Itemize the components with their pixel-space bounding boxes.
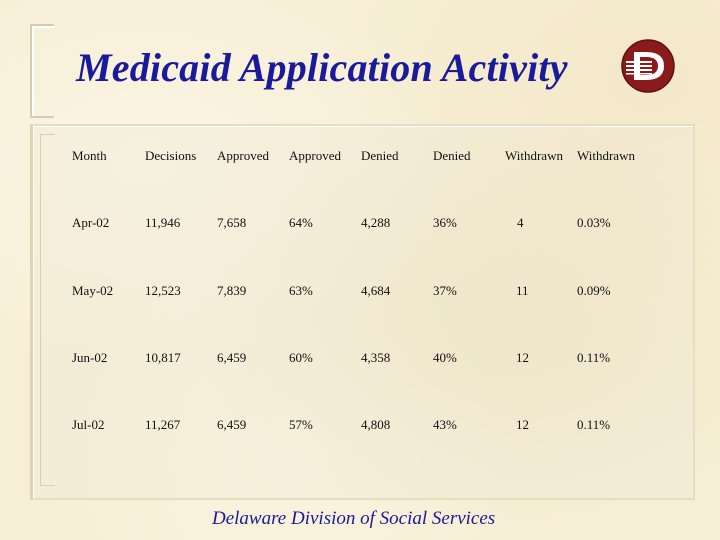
dss-logo-icon [621, 39, 675, 93]
header-withdrawn-pct: Withdrawn [577, 148, 635, 163]
cell-month: Apr-02 [72, 215, 110, 230]
cell-decisions: 12,523 [145, 283, 181, 298]
header-approved: Approved [217, 148, 269, 163]
cell-denied: 4,288 [361, 215, 391, 230]
cell-denied-pct: 43% [433, 417, 457, 432]
cell-denied-pct: 37% [433, 283, 457, 298]
cell-approved: 6,459 [217, 350, 247, 365]
cell-approved: 7,658 [217, 215, 247, 230]
cell-approved-pct: 64% [289, 215, 313, 230]
cell-withdrawn: 12 [516, 350, 529, 365]
cell-month: Jul-02 [72, 417, 105, 432]
cell-withdrawn-pct: 0.09% [577, 283, 611, 298]
cell-approved-pct: 63% [289, 283, 313, 298]
table-bracket-decoration [40, 134, 55, 486]
header-denied-pct: Denied [433, 148, 471, 163]
cell-withdrawn: 12 [516, 417, 529, 432]
cell-decisions: 10,817 [145, 350, 181, 365]
cell-denied-pct: 36% [433, 215, 457, 230]
table-panel [30, 124, 695, 500]
cell-withdrawn: 4 [517, 215, 524, 230]
slide-title: Medicaid Application Activity [76, 45, 568, 90]
header-month: Month [72, 148, 107, 163]
cell-withdrawn-pct: 0.11% [577, 350, 611, 365]
cell-approved: 7,839 [217, 283, 247, 298]
cell-decisions: 11,267 [145, 417, 181, 432]
cell-month: Jun-02 [72, 350, 108, 365]
title-bracket-decoration [30, 24, 54, 118]
cell-denied: 4,808 [361, 417, 391, 432]
cell-month: May-02 [72, 283, 114, 298]
header-decisions: Decisions [145, 148, 197, 163]
cell-approved-pct: 57% [289, 417, 313, 432]
cell-decisions: 11,946 [145, 215, 181, 230]
cell-denied: 4,684 [361, 283, 391, 298]
cell-withdrawn: 11 [516, 283, 529, 298]
cell-denied-pct: 40% [433, 350, 457, 365]
footer-agency-name: Delaware Division of Social Services [212, 508, 496, 529]
cell-withdrawn-pct: 0.03% [577, 215, 611, 230]
header-approved-pct: Approved [289, 148, 341, 163]
cell-denied: 4,358 [361, 350, 391, 365]
cell-approved: 6,459 [217, 417, 247, 432]
cell-withdrawn-pct: 0.11% [577, 417, 611, 432]
header-withdrawn: Withdrawn [505, 148, 563, 163]
cell-approved-pct: 60% [289, 350, 313, 365]
header-denied: Denied [361, 148, 399, 163]
